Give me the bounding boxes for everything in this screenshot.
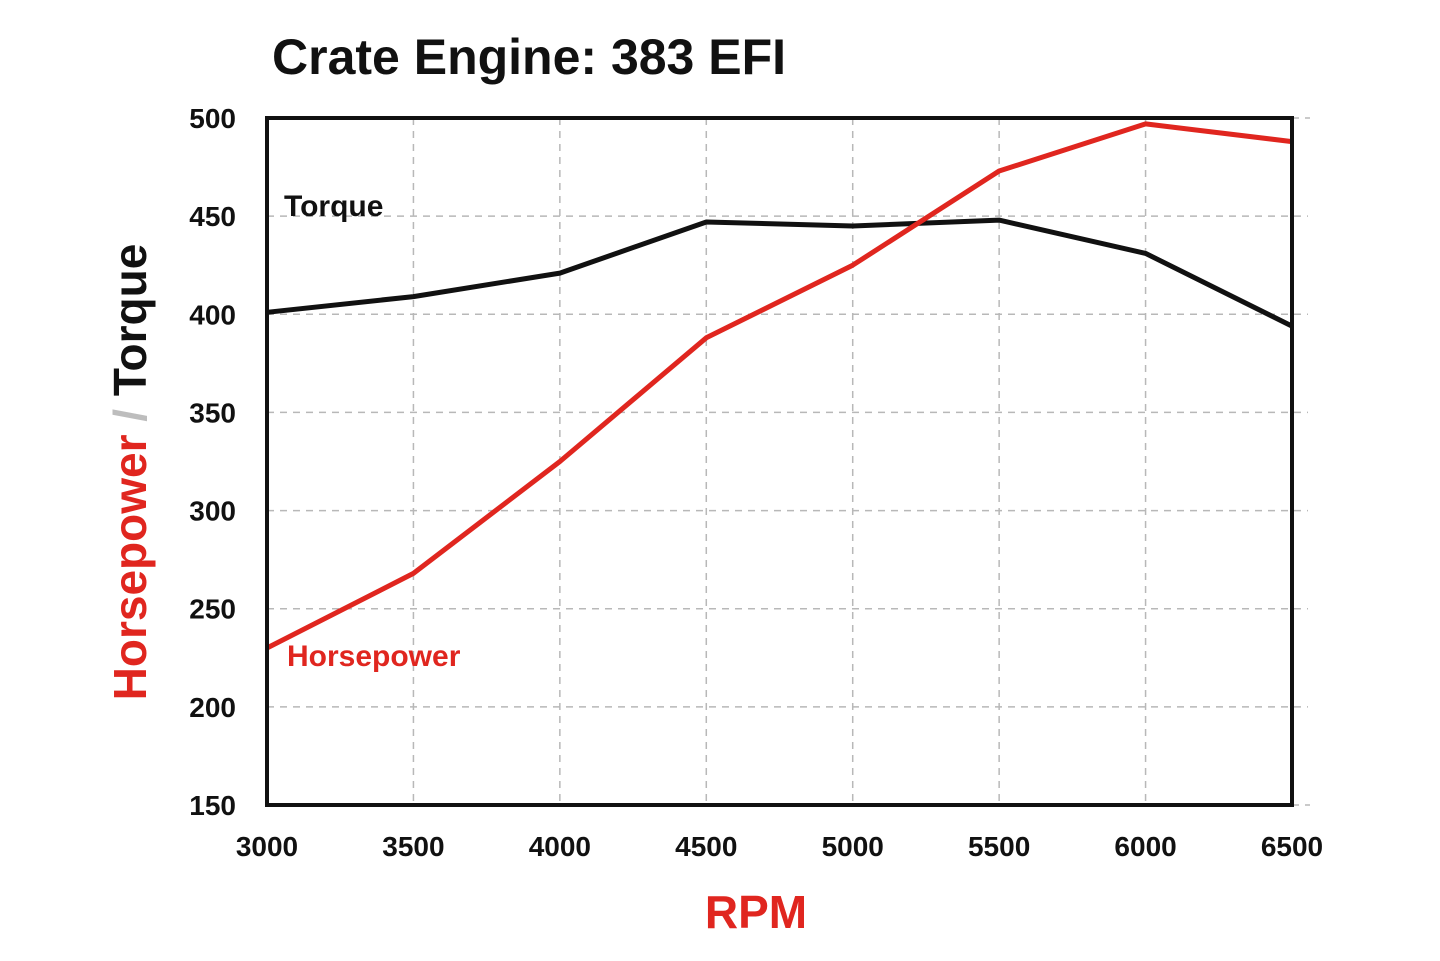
- y-tick-label: 200: [189, 692, 236, 723]
- x-tick-label: 3500: [382, 831, 444, 862]
- chart-title: Crate Engine: 383 EFI: [272, 29, 786, 85]
- plot-frame: [265, 116, 1294, 807]
- x-tick-label: 6500: [1261, 831, 1323, 862]
- x-tick-label: 4500: [675, 831, 737, 862]
- x-tick-label: 3000: [236, 831, 298, 862]
- y-tick-label: 450: [189, 201, 236, 232]
- y-axis-title-separator: /: [104, 396, 156, 434]
- series-label-torque: Torque: [284, 190, 383, 223]
- x-axis-title: RPM: [705, 886, 807, 938]
- grid-lines: [267, 117, 1310, 806]
- tick-labels: 3000 3500 4000 4500 5000 5500 6000 6500 150 200 25…: [189, 103, 1323, 862]
- y-tick-label: 350: [189, 397, 236, 428]
- x-tick-label: 5000: [822, 831, 884, 862]
- x-tick-label: 6000: [1114, 831, 1176, 862]
- y-tick-label: 500: [189, 103, 236, 134]
- y-tick-label: 300: [189, 496, 236, 527]
- y-tick-label: 150: [189, 790, 236, 821]
- series-label-horsepower: Horsepower: [287, 640, 461, 673]
- y-axis-title: Horsepower / Torque: [104, 244, 156, 701]
- y-axis-title-torque: Torque: [104, 244, 156, 396]
- series-line-torque: [266, 217, 1294, 329]
- x-tick-label: 4000: [529, 831, 591, 862]
- y-axis-title-horsepower: Horsepower: [104, 434, 156, 700]
- y-tick-label: 400: [189, 299, 236, 330]
- series-line-horsepower: [265, 121, 1293, 651]
- y-tick-label: 250: [189, 594, 236, 625]
- x-tick-label: 5500: [968, 831, 1030, 862]
- series-lines: [265, 121, 1294, 651]
